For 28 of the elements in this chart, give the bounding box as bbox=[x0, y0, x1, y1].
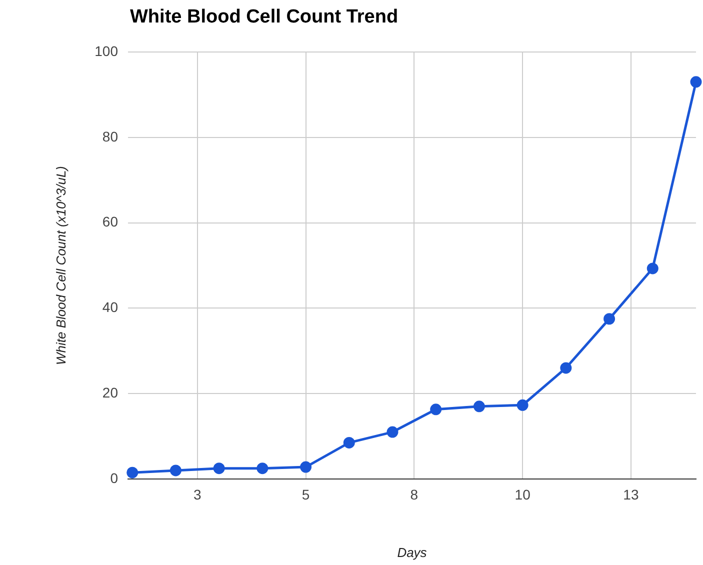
point bbox=[604, 313, 616, 325]
x-tick-label: 8 bbox=[410, 486, 418, 502]
point bbox=[560, 362, 572, 374]
x-axis-title: Days bbox=[397, 544, 428, 560]
y-tick-label: 20 bbox=[102, 384, 118, 400]
y-tick-label: 80 bbox=[102, 128, 118, 144]
point bbox=[690, 76, 702, 88]
y-axis-title: White Blood Cell Count (x10^3/uL) bbox=[53, 166, 68, 366]
point bbox=[646, 262, 658, 274]
y-tick-label: 60 bbox=[102, 214, 118, 230]
y-tick-label: 40 bbox=[102, 299, 118, 316]
x-tick-label: 5 bbox=[302, 486, 310, 502]
point bbox=[386, 426, 398, 438]
point bbox=[343, 436, 355, 448]
point bbox=[170, 464, 182, 476]
x-tick-label: 13 bbox=[623, 486, 639, 502]
point bbox=[473, 400, 485, 412]
point bbox=[256, 462, 268, 474]
point bbox=[213, 462, 225, 474]
x-tick-label: 10 bbox=[514, 486, 531, 502]
y-tick-label: 100 bbox=[94, 42, 118, 59]
point bbox=[430, 404, 442, 416]
point bbox=[516, 399, 528, 411]
point bbox=[126, 466, 138, 478]
point bbox=[300, 461, 312, 473]
x-tick-label: 3 bbox=[193, 486, 202, 502]
y-tick-label: 0 bbox=[110, 470, 118, 486]
chart-title: White Blood Cell Count Trend bbox=[130, 6, 398, 28]
